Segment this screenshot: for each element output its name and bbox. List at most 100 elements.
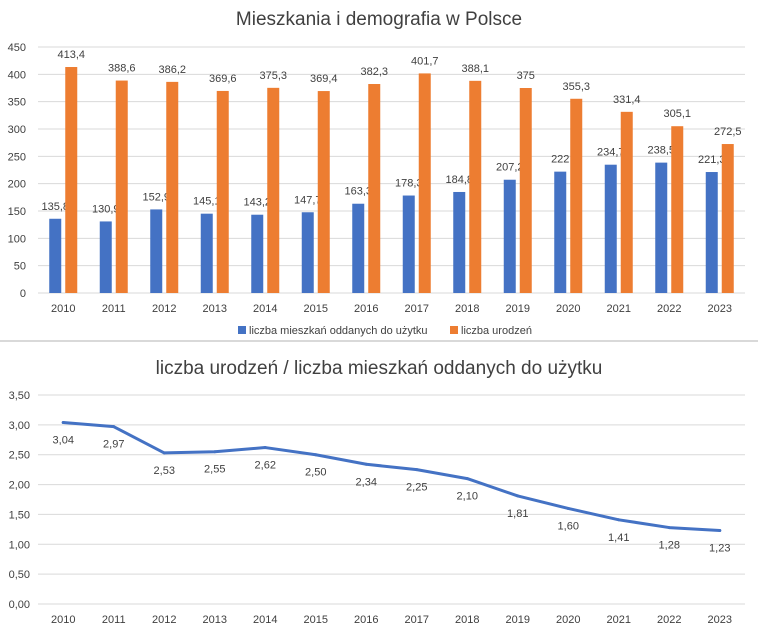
bar-housing [705, 172, 718, 293]
x-tick-label: 2021 [607, 614, 631, 626]
y-tick-label: 150 [8, 206, 26, 218]
x-tick-label: 2019 [506, 614, 530, 626]
data-point [617, 518, 621, 522]
data-label-births: 375 [517, 70, 535, 82]
data-label-births: 355,3 [562, 81, 590, 93]
data-label-housing: 221,3 [698, 154, 726, 166]
y-tick-label: 400 [8, 69, 26, 81]
y-tick-label: 2,50 [9, 450, 30, 462]
data-label-births: 331,4 [613, 94, 641, 106]
x-tick-label: 2021 [607, 303, 631, 315]
data-label: 1,23 [709, 543, 730, 555]
legend-label: liczba urodzeń [461, 325, 532, 337]
y-tick-label: 100 [8, 233, 26, 245]
y-tick-label: 300 [8, 124, 26, 136]
data-label-housing: 130,9 [92, 203, 120, 215]
bar-housing [503, 179, 516, 293]
data-point [162, 451, 166, 455]
data-label-housing: 152,9 [142, 191, 170, 203]
data-point [667, 526, 671, 530]
x-tick-label: 2011 [102, 303, 126, 315]
y-tick-label: 0,50 [9, 569, 30, 581]
y-tick-label: 50 [14, 261, 26, 273]
x-tick-label: 2013 [203, 303, 227, 315]
data-label: 1,28 [659, 540, 680, 552]
y-tick-label: 200 [8, 179, 26, 191]
x-tick-label: 2015 [304, 303, 328, 315]
data-label-housing: 135,8 [41, 201, 69, 213]
data-point [415, 468, 419, 472]
data-point [364, 462, 368, 466]
data-label-births: 305,1 [663, 108, 691, 120]
bar-housing [453, 191, 466, 293]
bar-housing [604, 164, 617, 293]
data-point [61, 420, 65, 424]
data-label: 2,53 [154, 465, 175, 477]
x-tick-label: 2018 [455, 614, 479, 626]
data-label-births: 413,4 [57, 49, 85, 61]
bar-births [620, 111, 633, 294]
y-tick-label: 250 [8, 151, 26, 163]
x-tick-label: 2010 [51, 303, 75, 315]
data-point [314, 453, 318, 457]
data-label-housing: 147,7 [294, 194, 322, 206]
bar-births [166, 81, 179, 293]
x-tick-label: 2015 [304, 614, 328, 626]
legend-label: liczba mieszkań oddanych do użytku [249, 325, 428, 337]
data-label-births: 369,6 [209, 73, 237, 85]
y-tick-label: 3,50 [9, 390, 30, 402]
bar-housing [49, 218, 62, 293]
series-line [61, 420, 722, 533]
bar-births [115, 80, 128, 293]
data-label-housing: 178,3 [395, 178, 423, 190]
chart-housing-demography: Mieszkania i demografia w Polsce 0 50 100 1… [7, 9, 745, 337]
bar-births [570, 98, 583, 293]
data-label-births: 375,3 [259, 70, 287, 82]
chart-divider [0, 340, 758, 342]
x-tick-label: 2020 [556, 614, 580, 626]
y-tick-label: 3,00 [9, 420, 30, 432]
x-tick-label: 2017 [405, 303, 429, 315]
chart-title: Mieszkania i demografia w Polsce [236, 9, 522, 30]
chart-title: liczba urodzeń / liczba mieszkań oddanyc… [156, 358, 603, 379]
y-tick-label: 1,00 [9, 539, 30, 551]
data-label-births: 388,1 [461, 63, 489, 75]
bar-housing [352, 203, 365, 293]
legend-swatch [238, 326, 246, 334]
data-label-housing: 234,7 [597, 147, 625, 159]
data-point [516, 494, 520, 498]
line-chart-svg: liczba urodzeń / liczba mieszkań oddanyc… [9, 358, 745, 626]
x-tick-label: 2010 [51, 614, 75, 626]
data-label-births: 388,6 [108, 63, 136, 75]
x-tick-label: 2022 [657, 303, 681, 315]
data-point [112, 425, 116, 429]
x-tick-label: 2013 [203, 614, 227, 626]
bar-housing [150, 209, 163, 293]
data-label: 1,41 [608, 532, 629, 544]
data-point [263, 446, 267, 450]
x-tick-label: 2023 [708, 303, 732, 315]
legend-swatch [450, 326, 458, 334]
data-label-housing: 145,1 [193, 196, 221, 208]
y-tick-label: 350 [8, 97, 26, 109]
data-label: 2,34 [356, 476, 377, 488]
data-label-housing: 163,3 [344, 186, 372, 198]
data-label-housing: 222 [551, 154, 569, 166]
bar-births [469, 80, 482, 293]
data-label-births: 401,7 [411, 55, 439, 67]
bar-births [418, 73, 431, 294]
x-tick-label: 2016 [354, 614, 378, 626]
bar-births [267, 87, 280, 293]
data-label-housing: 207,2 [496, 162, 524, 174]
y-tick-label: 2,00 [9, 480, 30, 492]
y-tick-label: 450 [8, 42, 26, 54]
bar-housing [655, 162, 668, 293]
data-point [213, 450, 217, 454]
bar-births [216, 90, 229, 294]
chart-birth-ratio: liczba urodzeń / liczba mieszkań oddanyc… [0, 342, 758, 630]
bar-housing [99, 221, 112, 293]
data-point [566, 506, 570, 510]
data-label: 2,62 [255, 460, 276, 472]
x-tick-label: 2022 [657, 614, 681, 626]
bar-births [65, 67, 78, 294]
